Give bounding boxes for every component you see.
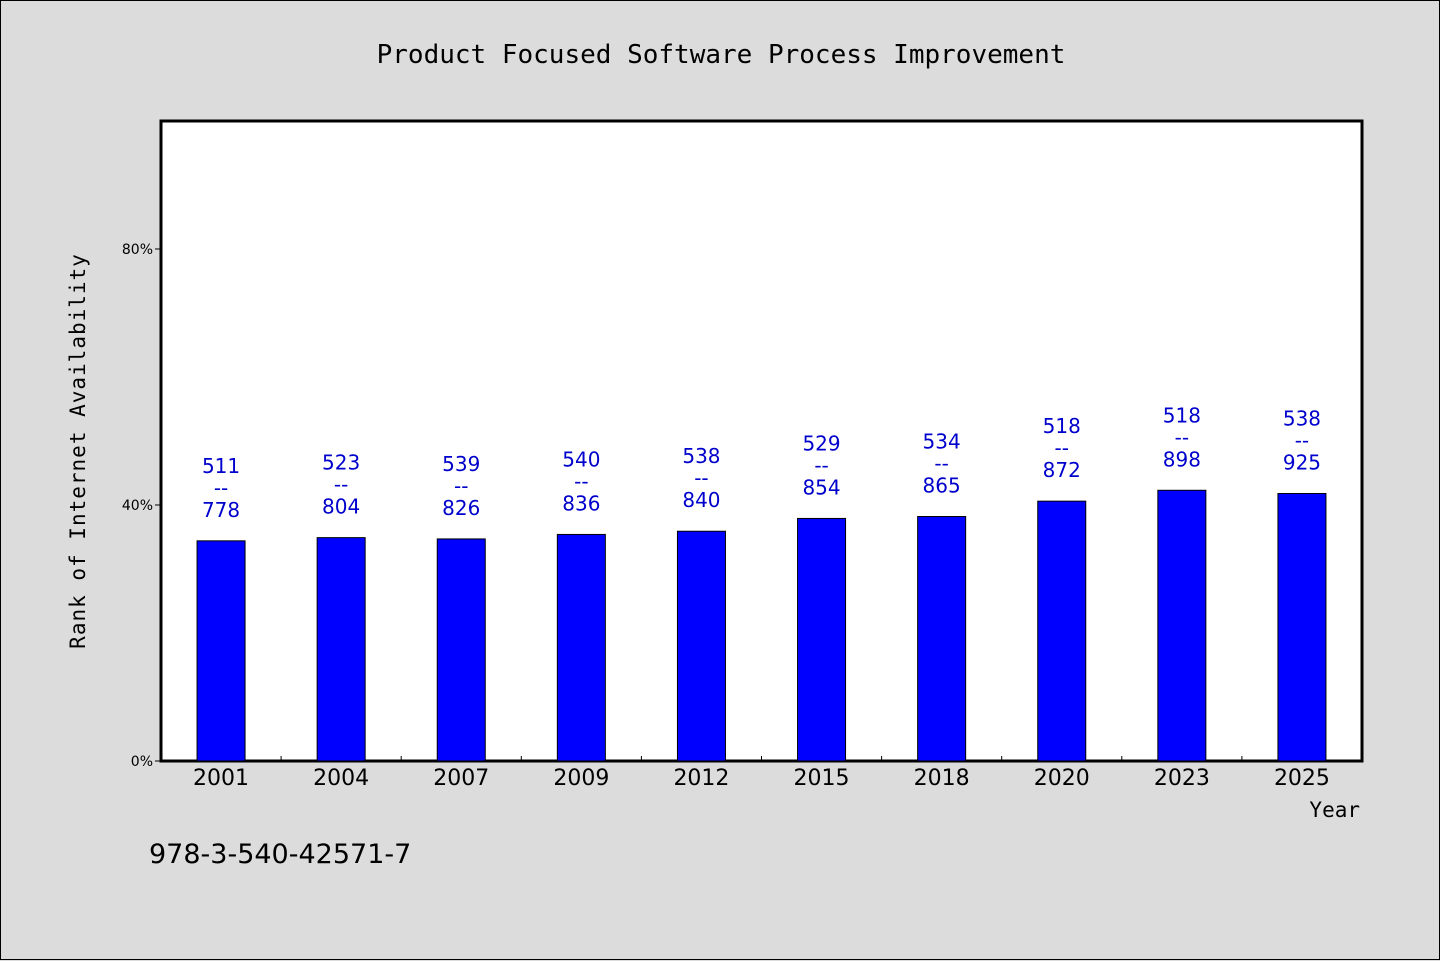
data-label: --	[934, 452, 948, 476]
data-label: 925	[1283, 450, 1321, 474]
data-label: 836	[562, 491, 600, 515]
data-label: 840	[682, 488, 720, 512]
x-tick-label: 2009	[553, 766, 609, 791]
data-label: 854	[802, 475, 840, 499]
data-label: 511	[202, 454, 240, 478]
data-label: 529	[802, 431, 840, 455]
data-label: 538	[1283, 406, 1321, 430]
y-tick-label: 80%	[122, 242, 153, 258]
chart-title: Product Focused Software Process Improve…	[377, 40, 1066, 70]
data-label: 539	[442, 452, 480, 476]
data-label: 865	[923, 474, 961, 498]
data-label: 538	[682, 444, 720, 468]
bar	[1157, 489, 1207, 762]
data-label: 872	[1043, 458, 1081, 482]
data-label: --	[1295, 428, 1309, 452]
data-labels-group: 511--778523--804539--826540--836538--840…	[202, 403, 1321, 522]
data-label: --	[454, 474, 468, 498]
x-tick-label: 2020	[1034, 766, 1090, 791]
data-label: --	[334, 473, 348, 497]
x-tick-label: 2012	[673, 766, 729, 791]
x-tick-label: 2025	[1274, 766, 1330, 791]
x-axis-label: Year	[1309, 798, 1360, 822]
data-label: --	[814, 453, 828, 477]
data-label: 518	[1043, 414, 1081, 438]
data-label: --	[694, 466, 708, 490]
data-label: 778	[202, 498, 240, 522]
x-tick-label: 2007	[433, 766, 489, 791]
y-axis-label: Rank of Internet Availability	[66, 253, 90, 649]
bar	[556, 533, 606, 762]
bar	[917, 516, 967, 762]
data-label: 534	[923, 430, 961, 454]
data-label: 518	[1163, 403, 1201, 427]
data-label: 523	[322, 451, 360, 475]
bar	[436, 538, 486, 762]
data-label: --	[1055, 436, 1069, 460]
data-label: 540	[562, 447, 600, 471]
y-tick-label: 40%	[122, 498, 153, 514]
data-label: 804	[322, 495, 360, 519]
bar	[316, 537, 366, 762]
data-label: 898	[1163, 447, 1201, 471]
bars-group	[196, 489, 1327, 762]
data-label: --	[574, 469, 588, 493]
x-tick-label: 2004	[313, 766, 369, 791]
data-label: --	[1175, 425, 1189, 449]
bar	[676, 530, 726, 762]
bar	[1277, 492, 1327, 762]
bar	[1037, 500, 1087, 762]
x-tick-label: 2001	[193, 766, 249, 791]
y-tick-label: 0%	[131, 754, 153, 770]
x-tick-label: 2015	[794, 766, 850, 791]
bar	[797, 517, 847, 762]
data-label: --	[214, 476, 228, 500]
x-tick-label: 2023	[1154, 766, 1210, 791]
x-tick-label: 2018	[914, 766, 970, 791]
bar	[196, 540, 246, 762]
x-axis: 2001 2004 2007 2009 2012 2015 2018 2020 2023 2025	[193, 756, 1330, 791]
footer-isbn: 978-3-540-42571-7	[149, 839, 411, 870]
y-axis: 0% 40% 80%	[122, 242, 161, 770]
data-label: 826	[442, 496, 480, 520]
